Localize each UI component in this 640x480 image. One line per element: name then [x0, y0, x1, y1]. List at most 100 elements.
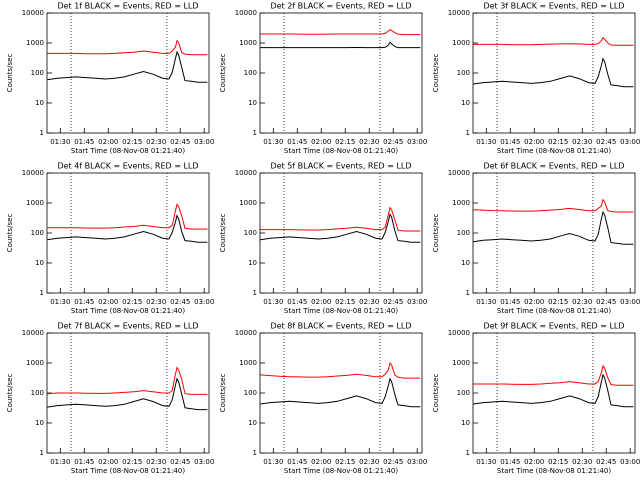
y-tick-label: 1000: [26, 199, 44, 207]
x-axis-label: Start Time (08-Nov-08 01:21:40): [284, 307, 398, 315]
data-line: [47, 366, 208, 395]
data-line: [473, 373, 634, 408]
data-line: [260, 212, 421, 243]
x-tick-label: 03:00: [620, 138, 640, 146]
x-tick-label: 02:00: [524, 138, 544, 146]
x-tick-label: 02:45: [170, 458, 190, 466]
y-tick-label: 10: [461, 99, 470, 107]
y-tick-label: 10: [35, 419, 44, 427]
y-tick-label: 1: [466, 129, 470, 137]
y-tick-label: 1000: [452, 39, 470, 47]
x-tick-label: 01:45: [500, 298, 520, 306]
x-tick-label: 02:00: [98, 458, 118, 466]
chart-title: Det 1f BLACK = Events, RED = LLD: [57, 2, 198, 11]
data-line: [473, 36, 634, 46]
y-tick-label: 1000: [452, 359, 470, 367]
x-tick-label: 02:00: [311, 458, 331, 466]
x-tick-label: 01:45: [287, 298, 307, 306]
x-tick-label: 02:45: [596, 138, 616, 146]
x-tick-label: 03:00: [620, 458, 640, 466]
y-axis-label: Counts/sec: [6, 214, 14, 253]
data-line: [260, 41, 421, 49]
y-tick-label: 100: [244, 229, 257, 237]
y-tick-label: 1: [466, 289, 470, 297]
x-tick-label: 01:45: [74, 298, 94, 306]
y-tick-label: 1000: [26, 39, 44, 47]
y-tick-label: 1000: [452, 199, 470, 207]
x-tick-label: 02:30: [359, 458, 379, 466]
x-tick-label: 02:15: [122, 138, 142, 146]
data-line: [473, 364, 634, 386]
x-tick-label: 02:45: [596, 458, 616, 466]
y-tick-label: 100: [457, 69, 470, 77]
y-tick-label: 10000: [448, 169, 470, 177]
x-tick-label: 02:45: [170, 138, 190, 146]
x-tick-label: 02:00: [311, 138, 331, 146]
x-axis-label: Start Time (08-Nov-08 01:21:40): [497, 307, 611, 315]
x-tick-label: 02:30: [572, 138, 592, 146]
x-tick-label: 02:00: [98, 298, 118, 306]
y-tick-label: 10000: [448, 329, 470, 337]
x-tick-label: 03:00: [194, 458, 214, 466]
y-tick-label: 100: [457, 229, 470, 237]
y-tick-label: 10: [35, 259, 44, 267]
x-tick-label: 02:45: [383, 458, 403, 466]
x-tick-label: 01:45: [74, 458, 94, 466]
y-axis-label: Counts/sec: [432, 214, 440, 253]
x-tick-label: 01:30: [263, 298, 283, 306]
x-tick-label: 02:45: [596, 298, 616, 306]
y-tick-label: 1: [253, 289, 257, 297]
y-tick-label: 1: [40, 449, 44, 457]
y-tick-label: 10: [35, 99, 44, 107]
x-tick-label: 02:00: [98, 138, 118, 146]
y-tick-label: 1: [466, 449, 470, 457]
x-tick-label: 02:15: [548, 298, 568, 306]
x-tick-label: 02:15: [548, 138, 568, 146]
x-axis-label: Start Time (08-Nov-08 01:21:40): [71, 307, 185, 315]
y-tick-label: 10000: [22, 329, 44, 337]
x-tick-label: 01:45: [287, 138, 307, 146]
x-tick-label: 01:30: [476, 138, 496, 146]
x-tick-label: 02:00: [311, 298, 331, 306]
chart-title: Det 2f BLACK = Events, RED = LLD: [270, 2, 411, 11]
y-tick-label: 1000: [239, 199, 257, 207]
x-tick-label: 02:45: [383, 138, 403, 146]
chart-title: Det 7f BLACK = Events, RED = LLD: [57, 322, 198, 331]
y-tick-label: 10: [248, 419, 257, 427]
data-line: [47, 377, 208, 411]
y-tick-label: 100: [31, 389, 44, 397]
y-tick-label: 10: [248, 99, 257, 107]
data-line: [473, 210, 634, 245]
x-tick-label: 02:15: [335, 298, 355, 306]
data-line: [47, 203, 208, 230]
chart-title: Det 9f BLACK = Events, RED = LLD: [483, 322, 624, 331]
y-axis-label: Counts/sec: [432, 54, 440, 93]
chart-title: Det 4f BLACK = Events, RED = LLD: [57, 162, 198, 171]
x-tick-label: 02:00: [524, 458, 544, 466]
y-axis-label: Counts/sec: [432, 374, 440, 413]
x-tick-label: 02:15: [122, 458, 142, 466]
x-tick-label: 02:15: [122, 298, 142, 306]
x-tick-label: 02:30: [572, 298, 592, 306]
x-tick-label: 02:30: [146, 138, 166, 146]
data-line: [473, 57, 634, 88]
x-tick-label: 02:00: [524, 298, 544, 306]
y-axis-label: Counts/sec: [219, 54, 227, 93]
x-tick-label: 01:45: [74, 138, 94, 146]
y-tick-label: 10: [248, 259, 257, 267]
x-tick-label: 03:00: [407, 138, 427, 146]
data-line: [260, 361, 421, 379]
x-tick-label: 02:30: [146, 298, 166, 306]
data-line: [47, 214, 208, 243]
y-tick-label: 100: [244, 69, 257, 77]
x-tick-label: 01:30: [476, 298, 496, 306]
y-tick-label: 10000: [235, 169, 257, 177]
y-tick-label: 100: [244, 389, 257, 397]
y-tick-label: 1000: [239, 359, 257, 367]
x-tick-label: 01:30: [263, 458, 283, 466]
y-axis-label: Counts/sec: [219, 374, 227, 413]
data-line: [473, 198, 634, 213]
y-tick-label: 1: [40, 289, 44, 297]
x-tick-label: 02:30: [359, 298, 379, 306]
y-tick-label: 10000: [22, 9, 44, 17]
